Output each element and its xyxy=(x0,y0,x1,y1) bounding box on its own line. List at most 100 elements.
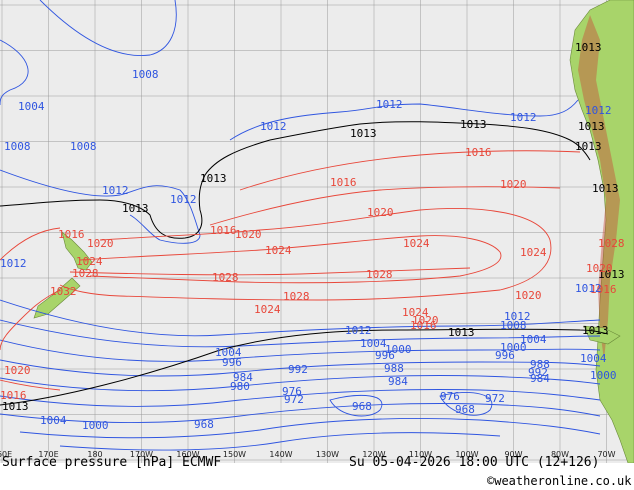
land-south-america xyxy=(569,0,634,463)
isobar-label-blue: 1000 xyxy=(385,343,412,356)
isobar-label-blue: 1012 xyxy=(510,111,537,124)
land-new-zealand-south xyxy=(33,277,81,319)
isobar-label-red: 1024 xyxy=(254,303,281,316)
isobar-label-blue: 1012 xyxy=(0,257,27,270)
longitude-label: 110W xyxy=(408,450,433,459)
isobar-label-blue: 1004 xyxy=(520,333,547,346)
isobar-label-black: 1013 xyxy=(582,324,609,337)
isobar-label-blue: 984 xyxy=(530,372,550,385)
isobar-label-blue: 1012 xyxy=(170,193,197,206)
isobar-label-blue: 1012 xyxy=(575,282,602,295)
isobar-label-red: 1024 xyxy=(403,237,430,250)
longitude-label: 160E xyxy=(0,450,13,459)
isobar-label-black: 1013 xyxy=(122,202,149,215)
longitude-label: 160W xyxy=(176,450,200,459)
isobar-label-black: 1013 xyxy=(460,118,487,131)
isobar-label-red: 1016 xyxy=(410,319,437,332)
isobar-label-blue: 976 xyxy=(440,390,460,403)
isobar-labels: 1013 1013 1013 1013 1013 1013 1013 1013 1013 1013… xyxy=(0,41,625,432)
isobar-label-blue: 1000 xyxy=(82,419,109,432)
isobar-label-red: 1016 xyxy=(330,176,357,189)
isobar-label-blue: 972 xyxy=(284,393,304,406)
isobar-label-black: 1013 xyxy=(448,326,475,339)
isobar-label-red: 1016 xyxy=(590,283,617,296)
isobar-label-black: 1013 xyxy=(578,120,605,133)
longitude-label: 130W xyxy=(315,450,340,459)
map-footer: Surface pressure [hPa] ECMWF Su 05-04-20… xyxy=(0,455,634,490)
isobar-label-black: 1013 xyxy=(592,182,619,195)
isobar-label-blue: 968 xyxy=(352,400,372,413)
isobar-label-blue: 1004 xyxy=(40,414,67,427)
isobar-label-blue: 1012 xyxy=(376,98,403,111)
isobar-label-blue: 976 xyxy=(282,385,302,398)
isobar-label-blue: 992 xyxy=(528,366,548,379)
isobar-label-red: 1024 xyxy=(402,306,429,319)
isobar-label-blue: 988 xyxy=(384,362,404,375)
isobar-label-red: 1028 xyxy=(283,290,310,303)
isobar-label-red: 1024 xyxy=(520,246,547,259)
isobar-label-blue: 1004 xyxy=(580,352,607,365)
isobar-label-blue: 996 xyxy=(495,349,515,362)
isobar-label-red: 1028 xyxy=(366,268,393,281)
isobar-label-blue: 1012 xyxy=(345,324,372,337)
isobar-label-red: 1020 xyxy=(87,237,114,250)
longitude-label: 100W xyxy=(455,450,479,459)
low-pressure-isobars xyxy=(0,0,601,451)
isobar-label-blue: 984 xyxy=(233,371,253,384)
isobar-label-blue: 1008 xyxy=(500,319,527,332)
isobar-label-blue: 1008 xyxy=(132,68,159,81)
isobar-label-blue: 980 xyxy=(230,380,250,393)
isobar-label-blue: 1004 xyxy=(215,346,242,359)
isobar-label-red: 1020 xyxy=(367,206,394,219)
credit-link[interactable]: ©weatheronline.co.uk xyxy=(487,474,632,488)
standard-1013-isobar xyxy=(0,121,609,406)
longitude-label: 90W xyxy=(504,450,523,459)
isobar-label-blue: 984 xyxy=(388,375,408,388)
isobar-label-red: 1016 xyxy=(210,224,237,237)
land-andes-shading xyxy=(578,15,620,360)
longitude-label: 80W xyxy=(550,450,570,459)
isobar-label-blue: 1012 xyxy=(102,184,129,197)
isobar-label-blue: 1000 xyxy=(500,341,527,354)
isobar-label-blue: 992 xyxy=(288,363,308,376)
isobar-label-blue: 1008 xyxy=(70,140,97,153)
longitude-label: 140W xyxy=(269,450,293,459)
isobar-label-blue: 1004 xyxy=(360,337,387,350)
isobar-label-blue: 968 xyxy=(194,418,214,431)
isobar-label-black: 1013 xyxy=(575,41,602,54)
isobar-label-blue: 988 xyxy=(530,358,550,371)
isobar-label-black: 1013 xyxy=(350,127,377,140)
isobar-label-blue: 1008 xyxy=(4,140,31,153)
isobar-label-blue: 1004 xyxy=(18,100,45,113)
isobar-label-red: 1024 xyxy=(265,244,292,257)
longitude-label: 150W xyxy=(222,450,247,459)
isobar-label-blue: 996 xyxy=(375,349,395,362)
isobar-label-blue: 972 xyxy=(485,392,505,405)
valid-time: Su 05-04-2026 18:00 UTC (12+126) xyxy=(349,455,600,470)
map-title: Surface pressure [hPa] ECMWF xyxy=(2,455,222,470)
isobar-label-blue: 1012 xyxy=(260,120,287,133)
longitude-label: 120W xyxy=(362,450,386,459)
isobar-label-red: 1020 xyxy=(412,314,439,327)
isobar-label-blue: 996 xyxy=(222,356,242,369)
isobar-label-red: 1016 xyxy=(0,389,27,402)
longitude-label: 170W xyxy=(129,450,154,459)
longitude-label: 180 xyxy=(87,450,103,459)
isobar-label-red: 1028 xyxy=(598,237,625,250)
isobar-label-red: 1020 xyxy=(500,178,527,191)
isobar-label-red: 1020 xyxy=(4,364,31,377)
isobar-label-red: 1024 xyxy=(76,255,103,268)
isobar-label-black: 1013 xyxy=(2,400,29,413)
isobar-label-red: 1020 xyxy=(515,289,542,302)
isobar-label-black: 1013 xyxy=(200,172,227,185)
isobar-label-red: 1028 xyxy=(212,271,239,284)
longitude-label: 70W xyxy=(597,450,616,459)
ocean-background xyxy=(0,0,634,463)
isobar-label-black: 1013 xyxy=(575,140,602,153)
isobar-label-red: 1020 xyxy=(235,228,262,241)
isobar-label-blue: 1012 xyxy=(504,310,531,323)
land-new-zealand-north xyxy=(61,231,93,271)
landmasses xyxy=(33,0,634,463)
isobar-label-red: 1028 xyxy=(72,267,99,280)
isobar-label-blue: 1012 xyxy=(585,104,612,117)
